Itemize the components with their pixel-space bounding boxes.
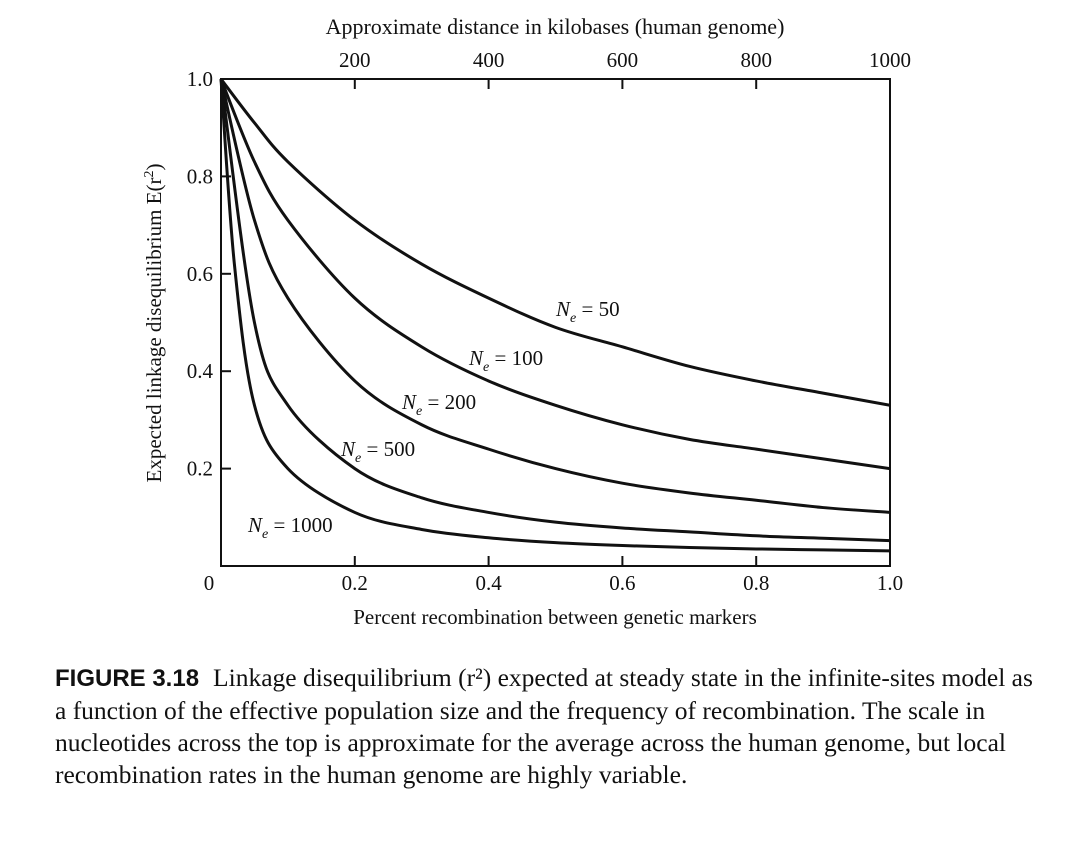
y-axis-label-main: Expected linkage disequilibrium E(r	[142, 178, 166, 483]
x-tick-label: 1.0	[877, 571, 903, 595]
y-axis-label: Expected linkage disequilibrium E(r2)	[142, 164, 166, 483]
y-tick-label: 0.6	[187, 262, 213, 286]
plot-frame	[220, 78, 891, 567]
x-tick-label: 0.4	[475, 571, 502, 595]
y-tick-label: 0.8	[187, 164, 213, 188]
y-axis-label-end: )	[142, 164, 166, 171]
top-tick-label: 1000	[869, 48, 911, 72]
y-axis-ticks: 0.2 0.4 0.6 0.8 1.0	[187, 67, 231, 481]
figure-caption: FIGURE 3.18 Linkage disequilibrium (r²) e…	[55, 662, 1040, 791]
top-tick-label: 200	[339, 48, 371, 72]
series-label-0: Ne = 50	[555, 297, 620, 326]
series-label-4: Ne = 1000	[247, 513, 333, 542]
series-line-0	[219, 78, 891, 407]
x-axis-ticks: 0 0.2 0.4 0.6 0.8 1.0	[204, 556, 903, 595]
top-tick-label: 600	[607, 48, 639, 72]
y-axis-label-sup: 2	[142, 171, 157, 178]
top-tick-label: 800	[740, 48, 772, 72]
chart: Approximate distance in kilobases (human…	[142, 14, 911, 629]
series-label-1: Ne = 100	[468, 346, 543, 375]
x-tick-label: 0.6	[609, 571, 635, 595]
y-tick-label: 0.4	[187, 359, 214, 383]
series-line-4	[219, 78, 891, 553]
series-line-1	[219, 78, 891, 471]
top-tick-label: 400	[473, 48, 505, 72]
x-tick-label: 0.2	[342, 571, 368, 595]
top-axis-ticks: 200 400 600 800 1000	[339, 48, 911, 89]
series-label-3: Ne = 500	[340, 437, 415, 466]
y-tick-label: 1.0	[187, 67, 213, 91]
series-line-3	[219, 78, 891, 543]
series-labels: Ne = 50 Ne = 100 Ne = 200 Ne = 500 Ne = 1000	[247, 297, 620, 542]
series-label-2: Ne = 200	[401, 390, 476, 419]
x-tick-label: 0.8	[743, 571, 769, 595]
caption-text: Linkage disequilibrium (r²) expected at …	[55, 663, 1033, 789]
top-axis-label: Approximate distance in kilobases (human…	[326, 14, 785, 39]
x-axis-label: Percent recombination between genetic ma…	[353, 605, 757, 629]
figure-label: FIGURE 3.18	[55, 665, 200, 692]
series-line-2	[219, 78, 891, 514]
series-group	[219, 78, 891, 553]
y-tick-label: 0.2	[187, 457, 213, 481]
x-tick-label: 0	[204, 571, 215, 595]
